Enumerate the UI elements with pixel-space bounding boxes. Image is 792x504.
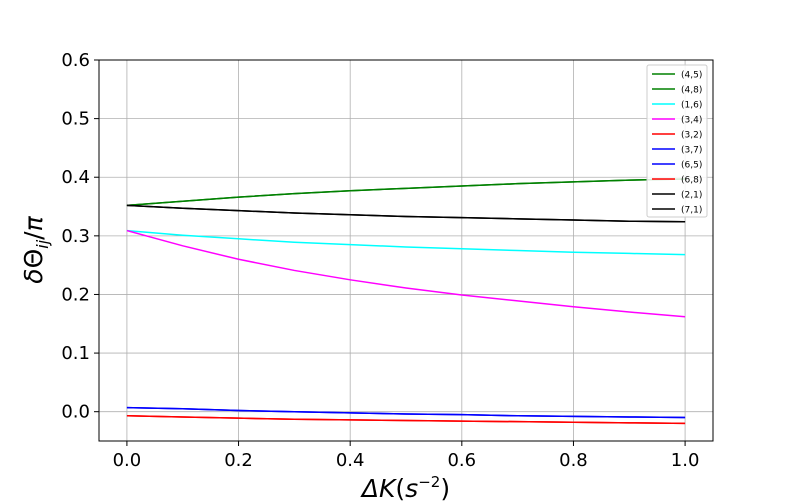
y-ticks: 0.0 0.1 0.2 0.3 0.4 0.5 0.6 <box>61 50 99 423</box>
legend-label: (1,6) <box>681 101 702 111</box>
legend-label: (2,1) <box>681 191 702 201</box>
x-tick-label: 0.2 <box>224 450 253 471</box>
legend-label: (7,1) <box>681 206 702 216</box>
x-tick-label: 0.4 <box>336 450 365 471</box>
y-tick-label: 0.1 <box>61 343 90 364</box>
plot-frame <box>98 59 714 442</box>
legend-label: (4,8) <box>681 86 702 96</box>
series-line-(6,8) <box>126 415 686 425</box>
y-tick-label: 0.3 <box>61 226 90 247</box>
series-line-(2,1) <box>126 204 686 223</box>
y-tick-label: 0.4 <box>61 167 90 188</box>
y-axis-title: δΘij/π <box>19 215 52 283</box>
legend-label: (3,4) <box>681 116 702 126</box>
legend-label: (3,7) <box>681 146 702 156</box>
x-axis-title: ΔK(s−2) <box>360 473 450 503</box>
x-tick-label: 1.0 <box>671 450 700 471</box>
y-tick-label: 0.2 <box>61 284 90 305</box>
y-tick-label: 0.0 <box>61 402 90 423</box>
series-line-(1,6) <box>126 229 686 256</box>
x-tick-label: 0.8 <box>559 450 588 471</box>
series-group <box>126 178 686 425</box>
legend-label: (6,5) <box>681 161 702 171</box>
y-tick-label: 0.6 <box>61 50 90 71</box>
legend-label: (4,5) <box>681 71 702 81</box>
x-ticks: 0.0 0.2 0.4 0.6 0.8 1.0 <box>113 441 700 471</box>
series-line-(4,8) <box>126 178 686 207</box>
series-line-(6,5) <box>126 406 686 419</box>
series-line-(7,1) <box>126 204 686 223</box>
series-line-(4,5) <box>126 178 686 207</box>
x-tick-label: 0.6 <box>447 450 476 471</box>
y-tick-label: 0.5 <box>61 109 90 130</box>
grid-lines <box>99 59 713 441</box>
x-tick-label: 0.0 <box>113 450 142 471</box>
series-line-(3,4) <box>126 229 686 318</box>
legend: (4,5) (4,8) (1,6) (3,4) (3,2) (3,7) (6,5) (6,8)… <box>646 64 708 218</box>
legend-label: (3,2) <box>681 131 702 141</box>
legend-label: (6,8) <box>681 176 702 186</box>
